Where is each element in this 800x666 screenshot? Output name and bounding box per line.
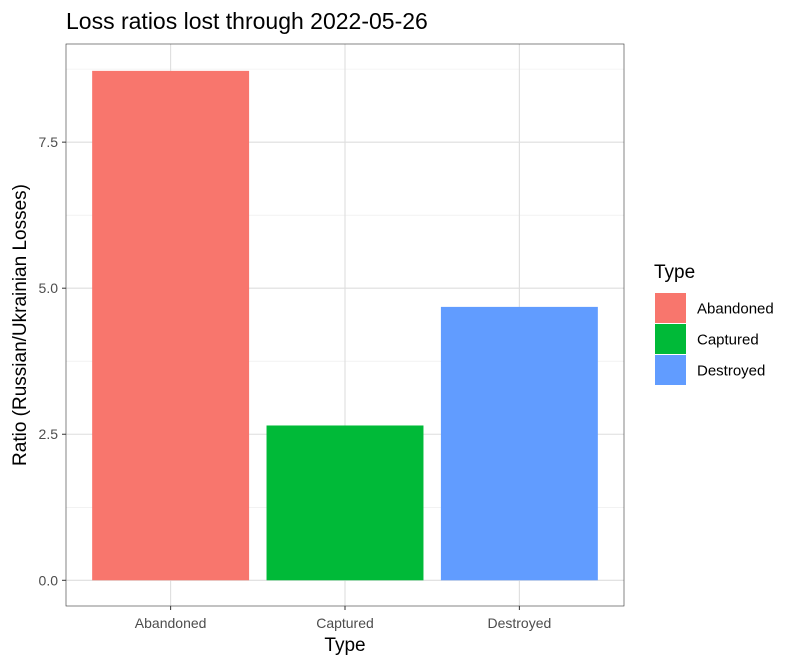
- bars: [92, 70, 598, 581]
- bar-captured: [266, 425, 424, 581]
- legend-key-destroyed: [655, 355, 686, 385]
- x-tick-label: Captured: [316, 615, 374, 631]
- x-tick-label: Destroyed: [487, 615, 551, 631]
- y-axis: 0.0 2.5 5.0 7.5: [39, 134, 66, 588]
- x-tick-label: Abandoned: [135, 615, 207, 631]
- bar-destroyed: [440, 306, 598, 581]
- legend-items: Abandoned Captured Destroyed: [655, 293, 774, 385]
- legend-label: Captured: [697, 332, 759, 349]
- plot-panel: [65, 43, 625, 607]
- legend-title: Type: [654, 262, 695, 283]
- legend-key-captured: [655, 324, 686, 354]
- legend-label: Abandoned: [697, 301, 774, 318]
- y-tick-label: 2.5: [39, 426, 59, 442]
- legend-label: Destroyed: [697, 363, 765, 380]
- x-axis-title: Type: [324, 635, 365, 656]
- y-axis-title: Ratio (Russian/Ukrainian Losses): [10, 184, 31, 466]
- x-axis: Abandoned Captured Destroyed: [135, 606, 551, 631]
- bar-abandoned: [92, 70, 250, 581]
- y-tick-label: 7.5: [39, 134, 59, 150]
- y-tick-label: 0.0: [39, 572, 59, 588]
- legend-key-abandoned: [655, 293, 686, 323]
- legend: Type Abandoned Captured Destroyed: [654, 262, 774, 385]
- y-tick-label: 5.0: [39, 280, 59, 296]
- chart-title: Loss ratios lost through 2022-05-26: [66, 8, 428, 34]
